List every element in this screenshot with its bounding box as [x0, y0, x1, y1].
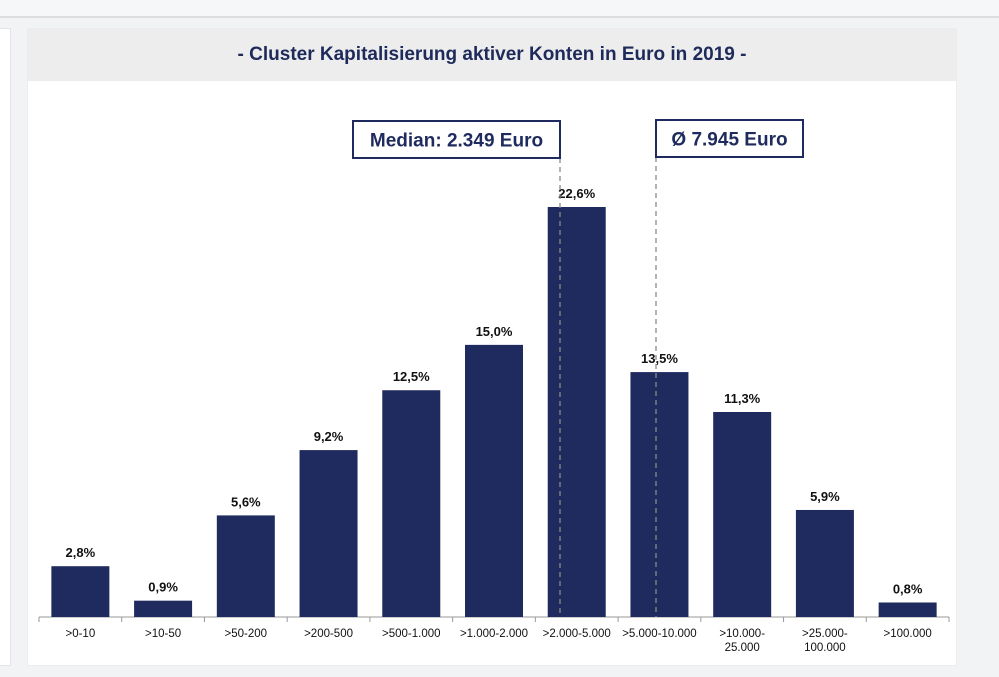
chart-header: - Cluster Kapitalisierung aktiver Konten…: [28, 29, 956, 81]
bar-value-label: 13,5%: [641, 351, 678, 366]
reference-callout: Median: 2.349 Euro: [352, 120, 561, 159]
bottom-bar: [0, 668, 999, 677]
bar-value-label: 12,5%: [393, 369, 430, 384]
x-tick-label: >2.000-5.000: [543, 628, 611, 640]
x-tick-label: >5.000-10.000: [622, 628, 697, 640]
bar: [547, 207, 606, 617]
bar-value-label: 15,0%: [476, 324, 513, 339]
bar: [51, 566, 110, 617]
x-tick-label: >500-1.000: [382, 628, 441, 640]
bar-value-label: 9,2%: [314, 429, 344, 444]
reference-callout: Ø 7.945 Euro: [655, 119, 804, 158]
callout-label: Median: 2.349 Euro: [370, 131, 543, 152]
bar: [382, 390, 441, 617]
bar: [216, 515, 275, 617]
bar: [630, 372, 689, 617]
x-tick-label: >10-50: [145, 628, 181, 640]
bar-value-label: 5,9%: [810, 489, 840, 504]
top-bar: [0, 0, 999, 18]
x-tick-label: >1.000-2.000: [460, 628, 528, 640]
x-tick-label: >25.000-100.000: [802, 628, 848, 654]
x-tick-label: >100.000: [883, 628, 931, 640]
bar: [795, 509, 854, 617]
bar-value-label: 0,9%: [148, 580, 178, 595]
left-panel: [0, 28, 11, 666]
x-tick-label: >0-10: [65, 628, 95, 640]
callout-label: Ø 7.945 Euro: [671, 130, 787, 151]
bar-value-label: 0,8%: [893, 581, 923, 596]
bar-value-label: 11,3%: [724, 391, 761, 406]
bar: [299, 450, 358, 617]
callout-box: [655, 119, 804, 158]
bar: [878, 602, 937, 617]
x-tick-label: >50-200: [225, 628, 268, 640]
x-tick-label: >10.000-25.000: [719, 628, 765, 654]
callout-box: [352, 120, 561, 159]
bar: [713, 412, 772, 617]
bar: [134, 600, 193, 617]
chart-title: - Cluster Kapitalisierung aktiver Konten…: [237, 44, 747, 65]
bar-value-label: 2,8%: [66, 545, 96, 560]
bar: [465, 344, 523, 617]
bar-value-label: 22,6%: [558, 186, 595, 201]
x-tick-label: >200-500: [304, 628, 353, 640]
bar-value-label: 5,6%: [231, 494, 261, 509]
